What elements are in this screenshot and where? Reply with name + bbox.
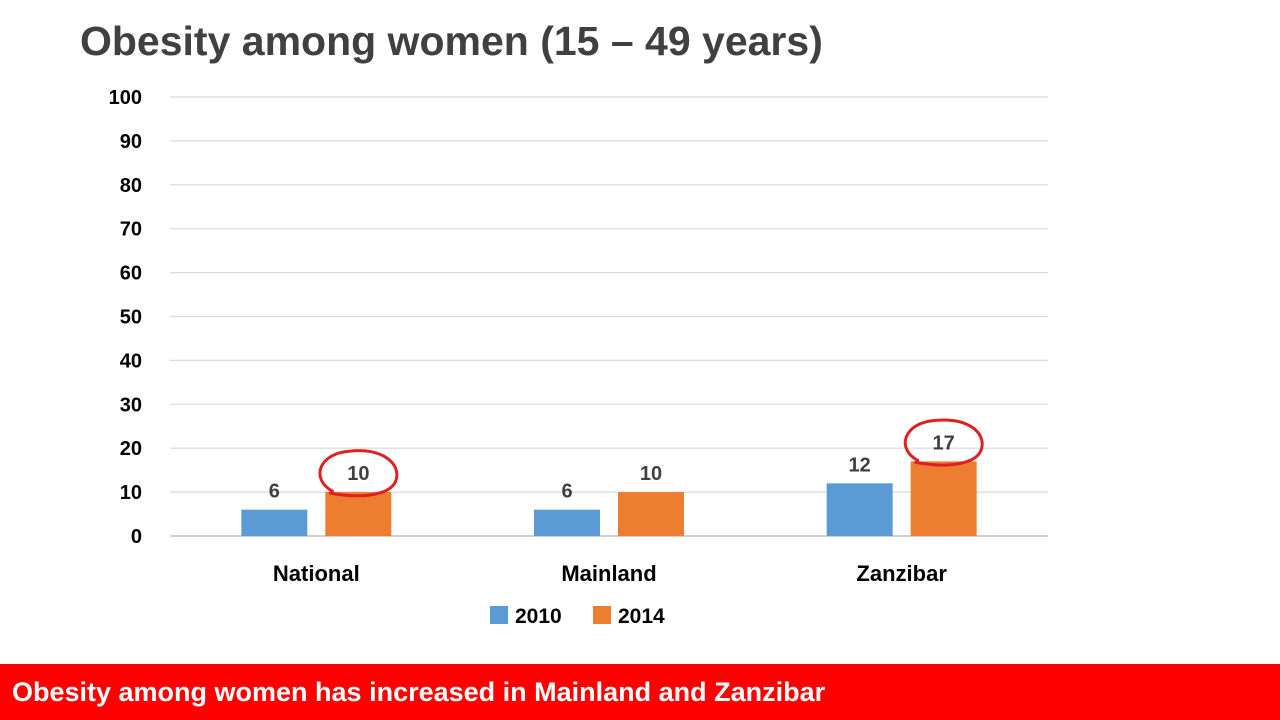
y-tick-label: 50 [120, 307, 142, 329]
bar-chart: 0 10 20 30 40 50 60 70 80 90 100 6 10 National 6 10 Main… [109, 87, 1048, 628]
y-tick-label: 80 [120, 175, 142, 197]
data-label: 10 [347, 463, 369, 485]
legend-label: 2014 [618, 605, 665, 628]
y-tick-label: 20 [120, 438, 142, 460]
data-label: 17 [933, 432, 955, 454]
bar-2014-mainland [618, 492, 684, 536]
y-tick-label: 30 [120, 394, 142, 416]
y-tick-label: 40 [120, 350, 142, 372]
highlight-circle [318, 449, 399, 498]
bar-2010-zanzibar [826, 483, 893, 536]
conclusion-banner: Obesity among women has increased in Mai… [0, 664, 1280, 720]
banner-text: Obesity among women has increased in Mai… [12, 677, 826, 707]
legend-swatch-2010 [490, 606, 508, 624]
y-tick-label: 90 [120, 131, 142, 153]
slide-title: Obesity among women (15 – 49 years) [80, 18, 823, 64]
y-tick-label: 70 [120, 219, 142, 241]
y-tick-label: 10 [120, 482, 142, 504]
y-tick-label: 60 [120, 263, 142, 285]
data-label: 6 [561, 481, 572, 503]
legend-label: 2010 [515, 605, 562, 628]
highlight-circle [903, 418, 984, 467]
category-label: National [273, 561, 360, 586]
bar-2014-national [325, 492, 392, 536]
data-label: 10 [640, 463, 662, 485]
data-label: 6 [269, 481, 280, 503]
category-label: Mainland [561, 561, 656, 586]
bar-2014-zanzibar [910, 461, 977, 536]
category-label: Zanzibar [856, 561, 947, 586]
legend-swatch-2014 [593, 606, 611, 624]
data-label: 12 [849, 454, 871, 476]
y-tick-label: 100 [109, 87, 142, 109]
y-tick-label: 0 [131, 526, 142, 548]
bar-2010-national [241, 509, 308, 536]
bar-2010-mainland [534, 509, 600, 536]
